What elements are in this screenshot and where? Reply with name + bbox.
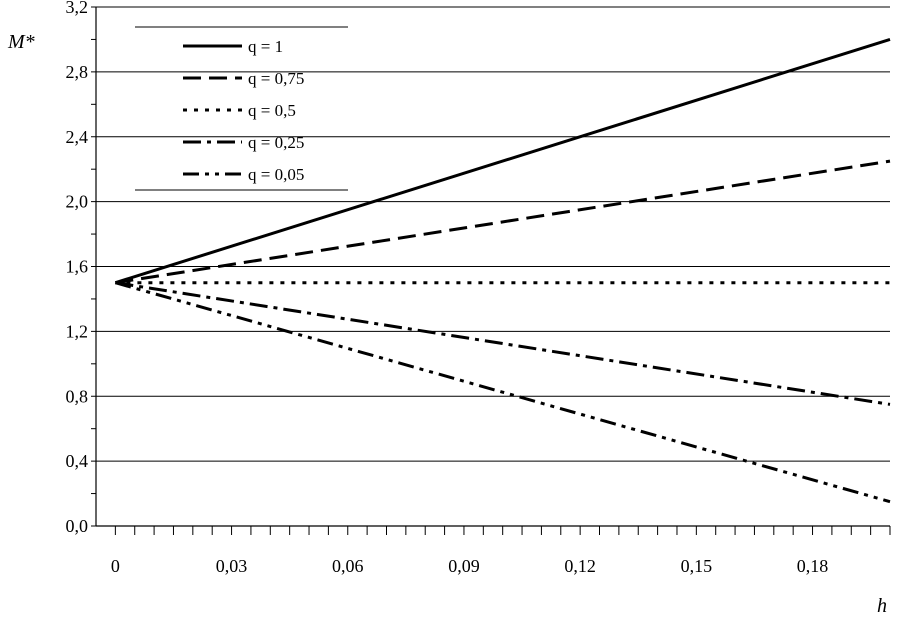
legend-label: q = 1	[248, 37, 283, 56]
series-line-3	[115, 281, 891, 406]
series-line-4	[114, 281, 891, 504]
x-tick-label: 0,12	[564, 556, 596, 576]
x-tick-label: 0,15	[681, 556, 713, 576]
legend-label: q = 0,5	[248, 101, 296, 120]
y-tick-label: 1,2	[66, 321, 89, 341]
gridlines	[96, 6, 890, 462]
y-tick-label: 0,0	[66, 516, 89, 536]
y-tick-label: 2,8	[66, 62, 89, 82]
x-tick-label: 0	[111, 556, 120, 576]
legend-label: q = 0,75	[248, 69, 304, 88]
y-tick-label: 1,6	[66, 257, 89, 277]
legend-label: q = 0,25	[248, 133, 304, 152]
y-tick-label: 2,4	[66, 127, 89, 147]
x-tick-label: 0,06	[332, 556, 364, 576]
y-tick-label: 2,0	[66, 192, 89, 212]
x-axis-title: h	[877, 595, 887, 617]
y-tick-label: 0,4	[66, 451, 89, 471]
x-tick-label: 0,09	[448, 556, 480, 576]
x-tick-label: 0,18	[797, 556, 829, 576]
x-axis-ticks	[91, 6, 891, 535]
series-line-0	[114, 37, 891, 285]
axes	[95, 7, 890, 527]
series-lines	[114, 37, 891, 504]
y-tick-label: 0,8	[66, 386, 89, 406]
series-line-1	[115, 159, 891, 285]
legend-label: q = 0,05	[248, 165, 304, 184]
y-axis-title: M*	[7, 31, 35, 53]
legend: q = 1 q = 0,75 q = 0,5 q = 0,25 q = 0,05	[135, 26, 348, 191]
y-tick-label: 3,2	[66, 0, 89, 17]
x-tick-label: 0,03	[216, 556, 248, 576]
y-axis-tick-labels: 0,0 0,4 0,8 1,2 1,6 2,0 2,4 2,8 3,2	[66, 0, 89, 536]
x-axis-tick-labels: 0 0,03 0,06 0,09 0,12 0,15 0,18	[111, 556, 828, 576]
